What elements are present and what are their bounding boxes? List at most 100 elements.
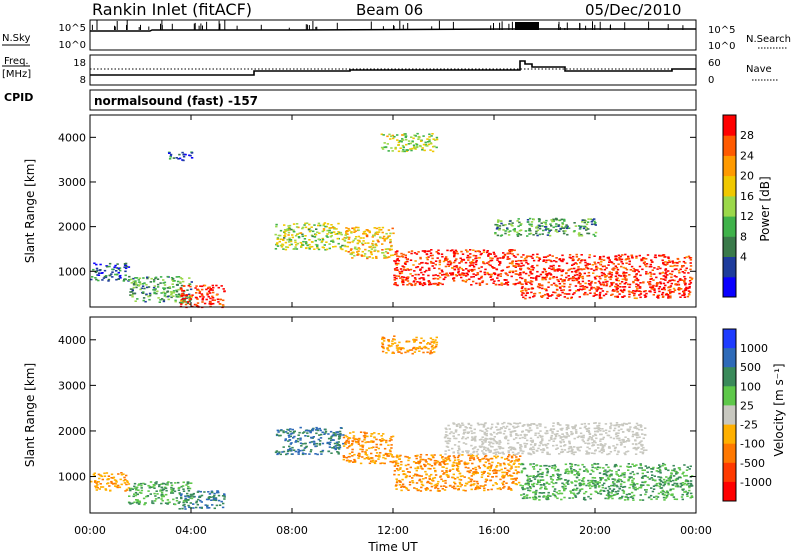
heatmap-cell <box>554 284 557 286</box>
heatmap-cell <box>276 245 280 247</box>
heatmap-cell <box>361 440 364 443</box>
heatmap-cell <box>604 281 608 283</box>
heatmap-cell <box>556 231 559 233</box>
heatmap-cell <box>423 250 427 252</box>
heatmap-cell <box>202 296 205 298</box>
heatmap-cell <box>123 263 127 265</box>
heatmap-cell <box>598 296 602 299</box>
velocity-heatmap <box>90 335 694 510</box>
heatmap-cell <box>297 450 300 453</box>
heatmap-cell <box>304 435 307 437</box>
heatmap-cell <box>345 231 348 233</box>
heatmap-cell <box>180 303 183 305</box>
heatmap-cell <box>465 483 469 485</box>
heatmap-cell <box>561 222 564 224</box>
heatmap-cell <box>489 467 492 469</box>
heatmap-cell <box>671 291 674 293</box>
heatmap-cell <box>674 283 677 285</box>
heatmap-cell <box>467 481 470 483</box>
heatmap-cell <box>587 280 591 282</box>
heatmap-cell <box>101 279 104 281</box>
heatmap-cell <box>128 502 131 504</box>
heatmap-cell <box>160 292 163 294</box>
heatmap-cell <box>361 250 364 253</box>
heatmap-cell <box>473 480 476 483</box>
heatmap-cell <box>469 253 472 255</box>
heatmap-cell <box>345 439 348 442</box>
heatmap-cell <box>391 340 394 342</box>
heatmap-cell <box>515 458 518 461</box>
heatmap-cell <box>455 424 459 426</box>
heatmap-cell <box>217 286 220 289</box>
heatmap-cell <box>593 294 597 297</box>
heatmap-cell <box>397 347 400 350</box>
heatmap-cell <box>594 224 597 226</box>
heatmap-cell <box>603 444 606 447</box>
heatmap-cell <box>512 472 515 474</box>
heatmap-cell <box>597 428 600 431</box>
heatmap-cell <box>135 489 138 491</box>
heatmap-cell <box>405 475 408 477</box>
heatmap-cell <box>639 441 642 444</box>
heatmap-cell <box>184 497 187 500</box>
heatmap-cell <box>496 423 500 425</box>
heatmap-cell <box>177 489 181 491</box>
heatmap-cell <box>357 441 360 444</box>
heatmap-cell <box>503 430 507 432</box>
heatmap-cell <box>640 425 643 427</box>
heatmap-cell <box>469 459 472 461</box>
heatmap-cell <box>507 252 511 254</box>
heatmap-cell <box>191 493 195 496</box>
heatmap-cell <box>409 148 412 150</box>
heatmap-cell <box>680 279 683 281</box>
heatmap-cell <box>545 495 548 498</box>
heatmap-cell <box>570 296 573 299</box>
heatmap-cell <box>569 283 572 286</box>
heatmap-cell <box>386 256 389 259</box>
heatmap-cell <box>561 227 564 229</box>
heatmap-cell <box>386 248 389 250</box>
heatmap-cell <box>409 268 413 271</box>
heatmap-cell <box>453 255 456 258</box>
heatmap-cell <box>309 229 312 232</box>
heatmap-cell <box>615 435 618 438</box>
heatmap-cell <box>633 294 636 297</box>
heatmap-cell <box>507 422 510 425</box>
heatmap-cell <box>283 230 286 233</box>
heatmap-cell <box>578 288 582 291</box>
heatmap-cell <box>641 481 644 484</box>
heatmap-cell <box>529 232 533 235</box>
heatmap-cell <box>676 484 680 487</box>
heatmap-cell <box>278 240 281 243</box>
heatmap-cell <box>649 278 652 280</box>
heatmap-cell <box>431 150 435 153</box>
heatmap-cell <box>124 267 128 270</box>
heatmap-cell <box>495 471 498 474</box>
heatmap-cell <box>509 461 512 463</box>
heatmap-cell <box>539 468 542 471</box>
heatmap-cell <box>427 280 431 282</box>
heatmap-cell <box>211 299 214 301</box>
heatmap-cell <box>129 291 132 293</box>
heatmap-cell <box>292 437 295 439</box>
heatmap-cell <box>464 443 468 445</box>
heatmap-cell <box>546 470 550 473</box>
heatmap-cell <box>194 304 198 306</box>
heatmap-cell <box>525 259 528 262</box>
heatmap-cell <box>217 494 221 497</box>
heatmap-cell <box>133 501 136 504</box>
heatmap-cell <box>334 434 337 437</box>
heatmap-cell <box>502 480 506 483</box>
heatmap-cell <box>103 472 106 475</box>
heatmap-cell <box>484 268 487 271</box>
heatmap-cell <box>326 236 329 238</box>
heatmap-cell <box>420 475 423 477</box>
heatmap-cell <box>532 277 535 279</box>
heatmap-cell <box>342 445 346 447</box>
heatmap-cell <box>595 265 598 268</box>
heatmap-cell <box>482 426 485 428</box>
heatmap-cell <box>650 265 653 268</box>
heatmap-cell <box>526 478 530 481</box>
heatmap-cell <box>621 262 624 265</box>
heatmap-cell <box>485 449 488 452</box>
